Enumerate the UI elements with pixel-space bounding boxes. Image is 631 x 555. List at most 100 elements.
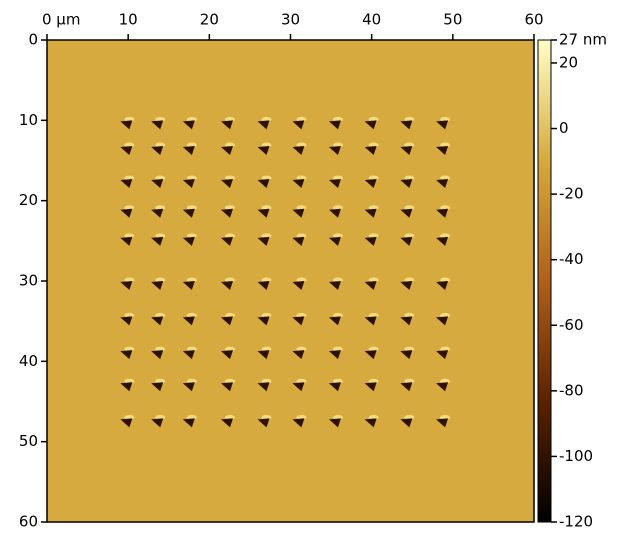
indent bbox=[257, 175, 272, 188]
indent bbox=[151, 346, 166, 360]
indent bbox=[257, 414, 272, 428]
colorbar-tick-label: -60 bbox=[559, 316, 584, 334]
indent bbox=[436, 414, 451, 428]
indent bbox=[182, 414, 197, 428]
indent bbox=[292, 414, 307, 428]
colorbar-tick-label: 27 nm bbox=[559, 31, 607, 49]
indent bbox=[221, 233, 236, 246]
x-tick-label: 60 bbox=[524, 11, 543, 29]
indent bbox=[328, 378, 343, 392]
indent bbox=[364, 142, 379, 156]
indent bbox=[364, 205, 379, 218]
indent bbox=[364, 116, 379, 130]
indent bbox=[292, 312, 307, 326]
indent bbox=[400, 175, 415, 188]
indent bbox=[120, 378, 135, 392]
indent bbox=[182, 142, 197, 156]
x-tick-label: 50 bbox=[443, 11, 462, 29]
indent bbox=[400, 233, 415, 246]
colorbar-tick-label: -100 bbox=[559, 447, 593, 465]
indent bbox=[292, 205, 307, 218]
indent bbox=[257, 312, 272, 326]
indent bbox=[328, 414, 343, 428]
indent bbox=[182, 312, 197, 326]
indent bbox=[151, 378, 166, 392]
indent bbox=[120, 414, 135, 428]
y-tick-label: 40 bbox=[19, 352, 38, 370]
y-tick-label: 20 bbox=[19, 191, 38, 209]
indent bbox=[151, 414, 166, 428]
colorbar-tick-label: -40 bbox=[559, 250, 584, 268]
indent bbox=[120, 205, 135, 218]
indent bbox=[328, 312, 343, 326]
indent bbox=[292, 378, 307, 392]
indent bbox=[120, 312, 135, 326]
indent bbox=[221, 116, 236, 130]
indent bbox=[221, 346, 236, 360]
indent bbox=[120, 277, 135, 291]
indent bbox=[400, 116, 415, 130]
indent bbox=[364, 312, 379, 326]
indent bbox=[292, 142, 307, 156]
indent bbox=[292, 116, 307, 130]
indent bbox=[364, 378, 379, 392]
indent bbox=[120, 233, 135, 246]
indent bbox=[151, 175, 166, 188]
indent bbox=[436, 233, 451, 246]
indent bbox=[221, 205, 236, 218]
indent bbox=[292, 175, 307, 188]
indent bbox=[221, 142, 236, 156]
indent bbox=[257, 233, 272, 246]
colorbar-tick-label: -80 bbox=[559, 381, 584, 399]
indent bbox=[151, 142, 166, 156]
colorbar-tick-label: 0 bbox=[559, 119, 569, 137]
indent bbox=[221, 175, 236, 188]
indent bbox=[364, 414, 379, 428]
indent bbox=[221, 414, 236, 428]
indent bbox=[151, 233, 166, 246]
indent bbox=[400, 346, 415, 360]
indent bbox=[221, 378, 236, 392]
indent bbox=[328, 116, 343, 130]
indent bbox=[292, 277, 307, 291]
indent bbox=[400, 205, 415, 218]
indent bbox=[436, 277, 451, 291]
indent bbox=[364, 175, 379, 188]
indent bbox=[328, 233, 343, 246]
indent bbox=[436, 378, 451, 392]
colorbar-tick-label: -20 bbox=[559, 185, 584, 203]
indent bbox=[182, 175, 197, 188]
indent bbox=[364, 346, 379, 360]
indent bbox=[257, 378, 272, 392]
x-tick-label: 30 bbox=[281, 11, 300, 29]
indent bbox=[182, 116, 197, 130]
indent bbox=[257, 116, 272, 130]
indent bbox=[328, 277, 343, 291]
indent bbox=[400, 312, 415, 326]
indent bbox=[151, 116, 166, 130]
indent bbox=[182, 233, 197, 246]
indent bbox=[400, 414, 415, 428]
indent bbox=[120, 142, 135, 156]
indent bbox=[151, 277, 166, 291]
colorbar-tick-label: 20 bbox=[559, 53, 578, 71]
indent bbox=[364, 233, 379, 246]
indent bbox=[328, 142, 343, 156]
indent bbox=[328, 346, 343, 360]
indent bbox=[257, 346, 272, 360]
indent bbox=[400, 277, 415, 291]
colorbar bbox=[537, 39, 552, 523]
indent bbox=[182, 277, 197, 291]
indent bbox=[400, 378, 415, 392]
indent bbox=[257, 205, 272, 218]
indent bbox=[151, 205, 166, 218]
indent bbox=[292, 346, 307, 360]
indent bbox=[120, 346, 135, 360]
y-tick-label: 60 bbox=[19, 513, 38, 531]
image-background bbox=[46, 39, 535, 523]
indent bbox=[182, 378, 197, 392]
indent bbox=[328, 205, 343, 218]
indent bbox=[257, 142, 272, 156]
indent bbox=[182, 205, 197, 218]
